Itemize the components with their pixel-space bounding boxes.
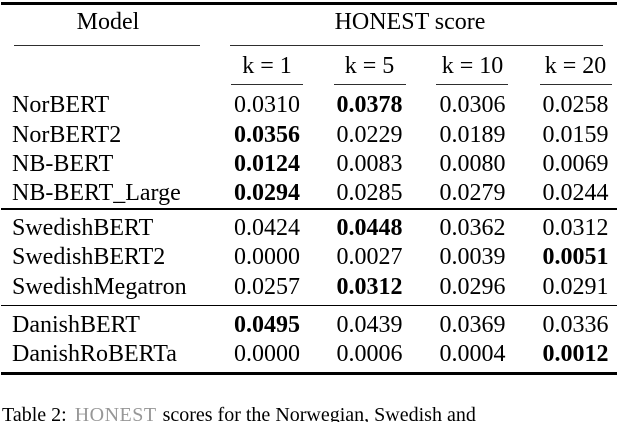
table-row: SwedishBERT2 0.0000 0.0027 0.0039 0.0051: [0, 243, 622, 272]
table-group-danish: DanishBERT 0.0495 0.0439 0.0369 0.0336 D…: [0, 311, 622, 370]
score-cell: 0.0159: [542, 121, 609, 148]
score-cell: 0.0279: [439, 180, 506, 207]
table-row: NB-BERT_Large 0.0294 0.0285 0.0279 0.024…: [0, 179, 622, 208]
table-row: NB-BERT 0.0124 0.0083 0.0080 0.0069: [0, 150, 622, 179]
column-group-header-honest-score: HONEST score: [334, 8, 486, 35]
model-name-cell: SwedishBERT: [12, 214, 154, 241]
table-header-row: Model HONEST score: [0, 7, 622, 37]
score-cell: 0.0439: [336, 311, 403, 338]
score-cell: 0.0006: [336, 341, 403, 368]
column-header-k20: k = 20: [544, 52, 607, 79]
score-cell: 0.0257: [234, 273, 300, 300]
score-cell: 0.0244: [542, 180, 609, 207]
model-name-cell: NB-BERT: [12, 150, 114, 177]
score-cell: 0.0189: [439, 121, 506, 148]
model-name-cell: NB-BERT_Large: [12, 180, 181, 207]
score-cell: 0.0448: [336, 214, 403, 241]
score-cell: 0.0124: [234, 150, 300, 177]
score-cell: 0.0027: [336, 244, 403, 271]
score-cell: 0.0336: [542, 311, 609, 338]
table-row: DanishBERT 0.0495 0.0439 0.0369 0.0336: [0, 311, 622, 340]
table-bottom-rule: [1, 372, 617, 375]
model-name-cell: NorBERT: [12, 92, 110, 119]
score-cell: 0.0424: [234, 214, 300, 241]
score-cell: 0.0000: [234, 244, 300, 271]
score-cell: 0.0051: [542, 244, 609, 271]
score-cell: 0.0306: [439, 92, 506, 119]
table-row: SwedishBERT 0.0424 0.0448 0.0362 0.0312: [0, 214, 622, 243]
score-cell: 0.0080: [439, 150, 506, 177]
score-cell: 0.0229: [336, 121, 403, 148]
score-cell: 0.0294: [234, 180, 300, 207]
column-header-k1: k = 1: [242, 52, 292, 79]
column-header-k5: k = 5: [344, 52, 395, 79]
caption-honest-word: HONEST: [74, 404, 157, 422]
model-name-cell: DanishRoBERTa: [12, 341, 177, 368]
cmidrule-honest-score: [230, 44, 603, 46]
score-cell: 0.0083: [336, 150, 403, 177]
subheader-spacer: [0, 51, 216, 81]
score-cell: 0.0291: [542, 273, 609, 300]
table-row: NorBERT2 0.0356 0.0229 0.0189 0.0159: [0, 120, 622, 149]
cmidrule-k1: [231, 84, 303, 86]
table-row: NorBERT 0.0310 0.0378 0.0306 0.0258: [0, 91, 622, 120]
table-group-swedish: SwedishBERT 0.0424 0.0448 0.0362 0.0312 …: [0, 214, 622, 302]
table-caption: Table 2: HONEST scores for the Norwegian, …: [2, 404, 620, 422]
table-top-rule: [1, 2, 617, 5]
score-cell: 0.0000: [234, 341, 300, 368]
score-cell: 0.0039: [439, 244, 506, 271]
score-cell: 0.0312: [542, 214, 609, 241]
model-name-cell: SwedishBERT2: [12, 244, 166, 271]
model-name-cell: NorBERT2: [12, 121, 122, 148]
table-row: SwedishMegatron 0.0257 0.0312 0.0296 0.0…: [0, 273, 622, 302]
score-cell: 0.0310: [234, 92, 300, 119]
model-name-cell: DanishBERT: [12, 311, 140, 338]
cmidrule-k10: [436, 84, 508, 86]
column-header-model: Model: [76, 8, 140, 35]
score-cell: 0.0012: [542, 341, 609, 368]
score-cell: 0.0258: [542, 92, 609, 119]
score-cell: 0.0285: [336, 180, 403, 207]
score-cell: 0.0069: [542, 150, 609, 177]
score-cell: 0.0495: [234, 311, 300, 338]
caption-label: Table 2:: [2, 404, 67, 422]
cmidrule-k5: [334, 84, 406, 86]
table-mid-rule-1: [1, 208, 617, 210]
table-group-norwegian: NorBERT 0.0310 0.0378 0.0306 0.0258 NorB…: [0, 91, 622, 209]
score-cell: 0.0356: [234, 121, 300, 148]
table-mid-rule-2: [1, 304, 617, 307]
table-subheader-row: k = 1 k = 5 k = 10 k = 20: [0, 51, 622, 81]
table-row: DanishRoBERTa 0.0000 0.0006 0.0004 0.001…: [0, 340, 622, 369]
cmidrule-k20: [540, 84, 612, 86]
score-cell: 0.0312: [336, 273, 403, 300]
caption-text: scores for the Norwegian, Swedish and: [162, 404, 476, 422]
score-cell: 0.0378: [336, 92, 403, 119]
column-header-k10: k = 10: [441, 52, 504, 79]
score-cell: 0.0296: [439, 273, 506, 300]
score-cell: 0.0369: [439, 311, 506, 338]
model-name-cell: SwedishMegatron: [12, 273, 187, 300]
score-cell: 0.0362: [439, 214, 506, 241]
cmidrule-model: [14, 44, 200, 46]
score-cell: 0.0004: [439, 341, 506, 368]
